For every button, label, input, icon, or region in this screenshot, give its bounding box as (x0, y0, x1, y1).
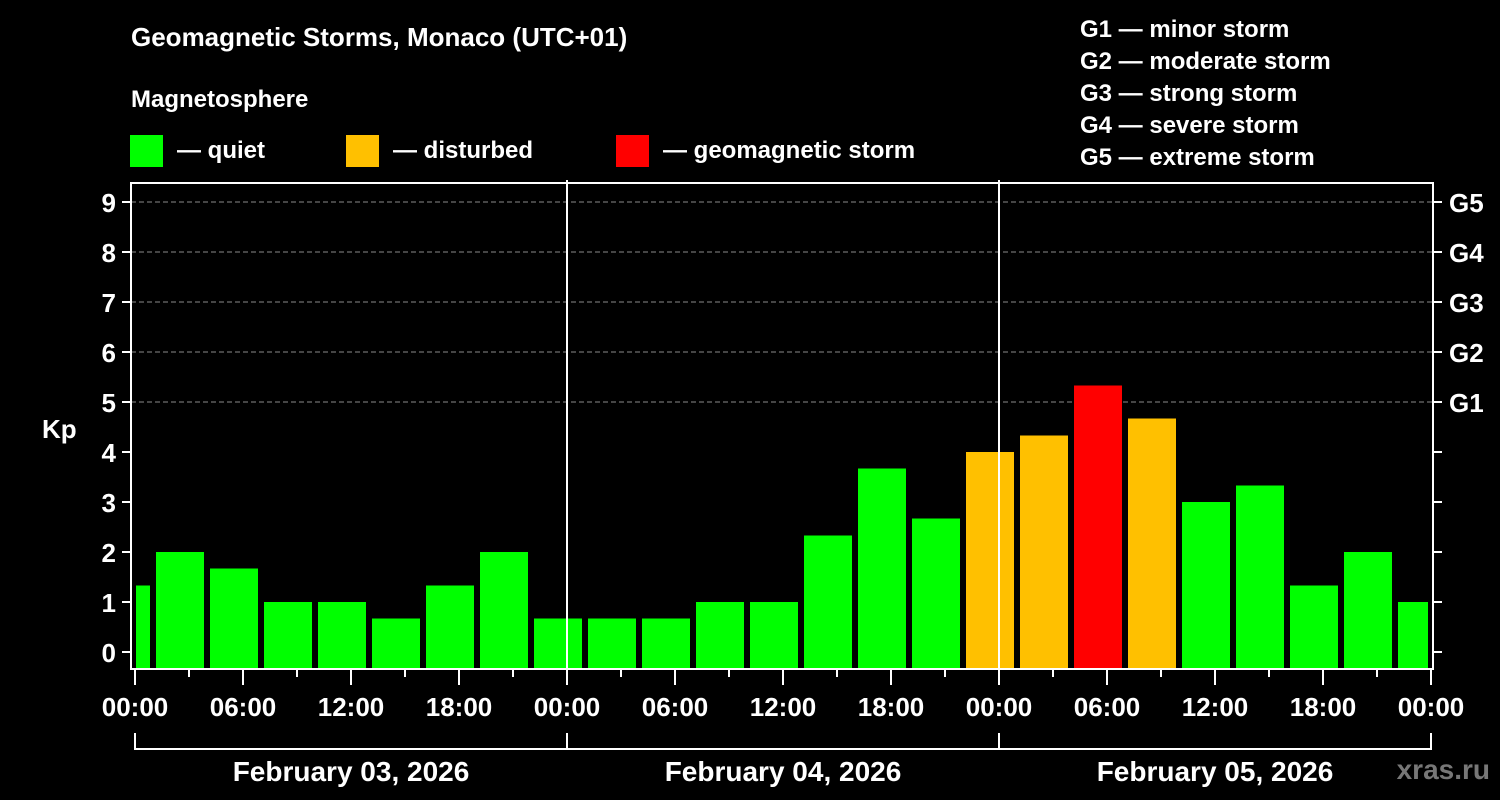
kp-bar (804, 535, 852, 668)
legend-heading: Magnetosphere (131, 86, 309, 113)
y-tick-label: 5 (102, 388, 116, 418)
kp-bar (696, 602, 744, 668)
x-tick-label: 06:00 (1074, 692, 1141, 722)
x-tick-label: 00:00 (102, 692, 169, 722)
legend-item-disturbed: — disturbed (346, 135, 533, 167)
x-tick-label: 18:00 (426, 692, 493, 722)
kp-bar (858, 468, 906, 668)
legend-label: — disturbed (393, 137, 534, 164)
y-tick-label: 1 (102, 588, 116, 618)
storm-scale-g2: G2 — moderate storm (1080, 48, 1331, 75)
x-tick-label: 18:00 (858, 692, 925, 722)
y-tick-label: 7 (102, 288, 116, 318)
x-tick-label: 06:00 (642, 692, 709, 722)
kp-bar (480, 552, 528, 668)
watermark: xras.ru (1396, 754, 1490, 785)
kp-bar (1398, 602, 1428, 668)
x-tick-label: 06:00 (210, 692, 277, 722)
kp-bar (1128, 418, 1176, 668)
kp-bar (1290, 585, 1338, 668)
storm-scale-g1: G1 — minor storm (1080, 16, 1290, 43)
legend-label: — geomagnetic storm (663, 137, 916, 164)
g-scale-label: G5 (1449, 188, 1484, 218)
kp-bar (210, 568, 258, 668)
y-tick-label: 0 (102, 638, 116, 668)
disturbed-swatch-icon (346, 135, 379, 167)
storm-scale-g5: G5 — extreme storm (1080, 144, 1315, 171)
kp-bar (136, 585, 150, 668)
kp-bar (1020, 435, 1068, 668)
x-tick-label: 18:00 (1290, 692, 1357, 722)
g-scale-label: G3 (1449, 288, 1484, 318)
y-tick-label: 3 (102, 488, 116, 518)
kp-bar (1344, 552, 1392, 668)
kp-bar (318, 602, 366, 668)
y-axis-label: Kp (42, 414, 77, 444)
storm-swatch-icon (616, 135, 649, 167)
kp-bar (750, 602, 798, 668)
y-tick-label: 4 (102, 438, 117, 468)
kp-bar (264, 602, 312, 668)
x-tick-label: 00:00 (1398, 692, 1465, 722)
g-scale-label: G4 (1449, 238, 1484, 268)
legend-item-storm: — geomagnetic storm (616, 135, 915, 167)
legend-item-quiet: — quiet (130, 135, 265, 167)
date-label: February 04, 2026 (665, 756, 902, 787)
kp-bar (372, 618, 420, 668)
g-scale-label: G1 (1449, 388, 1484, 418)
storm-scale-g4: G4 — severe storm (1080, 112, 1299, 139)
kp-bar (642, 618, 690, 668)
kp-bar (1074, 385, 1122, 668)
y-tick-label: 2 (102, 538, 116, 568)
kp-bar (156, 552, 204, 668)
kp-bar (588, 618, 636, 668)
x-tick-label: 12:00 (1182, 692, 1249, 722)
storm-scale-g3: G3 — strong storm (1080, 80, 1298, 107)
x-tick-label: 12:00 (318, 692, 385, 722)
kp-bar (966, 452, 1014, 668)
date-label: February 05, 2026 (1097, 756, 1334, 787)
g-scale-label: G2 (1449, 338, 1484, 368)
kp-bar (912, 518, 960, 668)
kp-bar (534, 618, 582, 668)
x-tick-label: 00:00 (966, 692, 1033, 722)
x-tick-label: 00:00 (534, 692, 601, 722)
kp-bar (426, 585, 474, 668)
quiet-swatch-icon (130, 135, 163, 167)
date-label: February 03, 2026 (233, 756, 470, 787)
chart-title: Geomagnetic Storms, Monaco (UTC+01) (131, 22, 628, 52)
kp-bar (1182, 502, 1230, 668)
y-tick-label: 6 (102, 338, 116, 368)
x-tick-label: 12:00 (750, 692, 817, 722)
kp-bar (1236, 485, 1284, 668)
storm-scale-legend: G1 — minor storm G2 — moderate storm G3 … (1080, 14, 1331, 174)
y-tick-label: 8 (102, 238, 116, 268)
y-tick-label: 9 (102, 188, 116, 218)
legend-label: — quiet (177, 137, 265, 164)
